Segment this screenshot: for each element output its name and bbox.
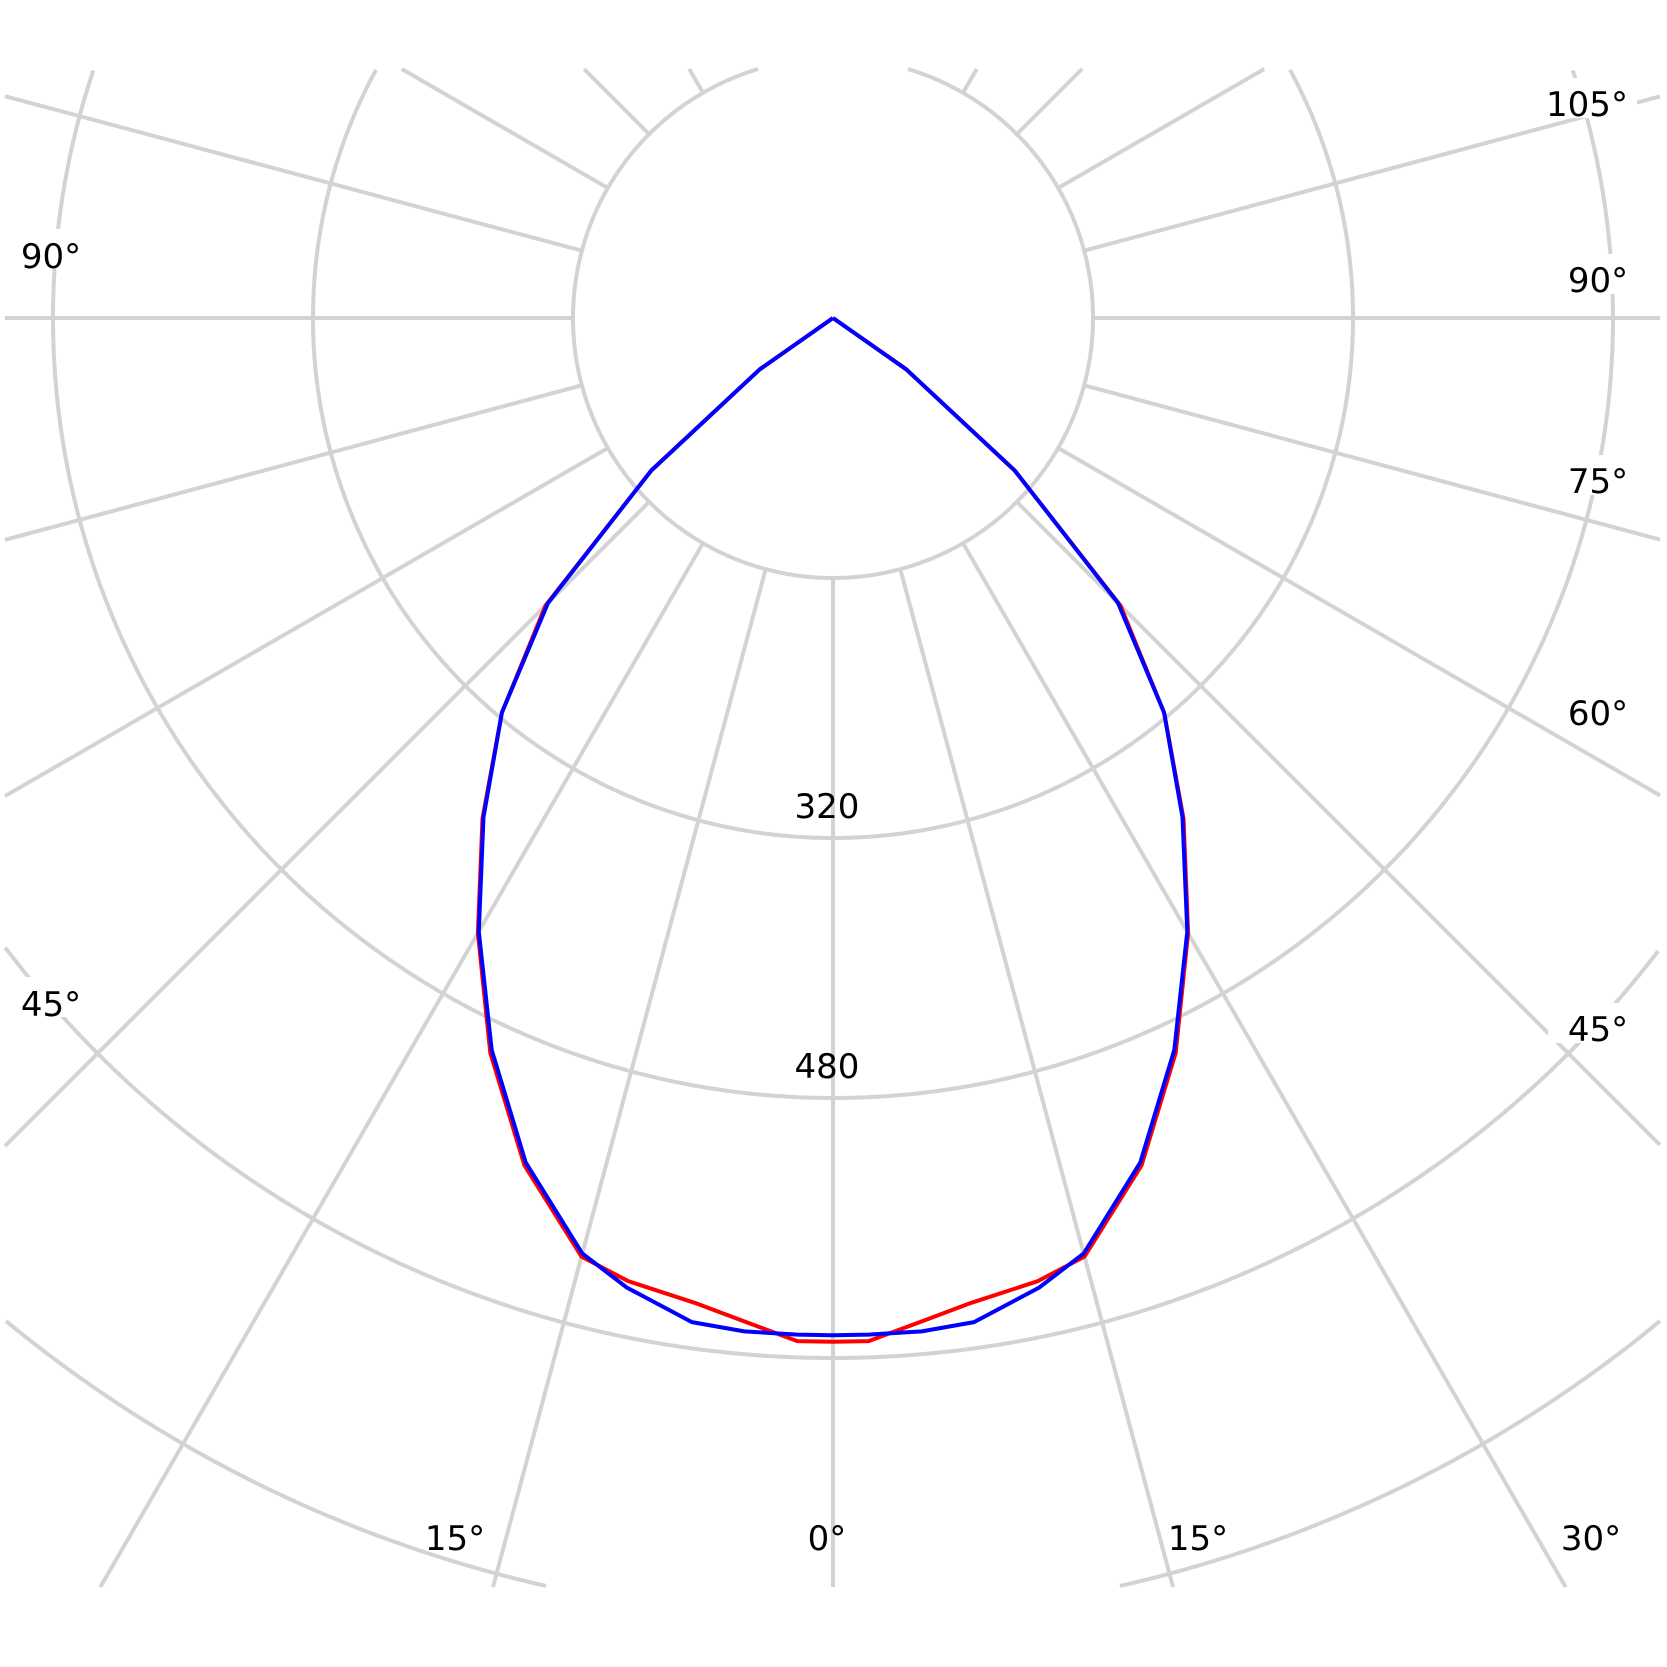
ring-gridline	[4, 1319, 547, 1588]
angle-label-left-45: 45°	[21, 985, 81, 1025]
ring-gridline	[311, 68, 1355, 840]
radial-gridline	[582, 67, 651, 136]
radial-gridline	[3, 446, 609, 798]
radial-gridline	[1057, 67, 1266, 190]
radial-gridline	[98, 542, 705, 1589]
angle-label-bottom-0: 0°	[808, 1519, 847, 1559]
ring-label-320: 320	[795, 787, 860, 827]
axis-labels: 320 480 90° 45° 105° 90° 75° 60° 45° 30°…	[21, 85, 1628, 1559]
ring-label-480: 480	[795, 1047, 860, 1087]
ring-gridline	[3, 946, 1660, 1360]
radial-gridline	[1057, 446, 1662, 798]
radial-gridline	[1083, 94, 1661, 253]
radial-gridline	[491, 568, 768, 1588]
radial-gridline	[4, 94, 583, 253]
radial-gridline	[961, 68, 979, 94]
angle-label-right-30: 30°	[1561, 1519, 1621, 1559]
radial-gridline	[687, 68, 705, 94]
radial-gridline	[898, 568, 1175, 1588]
radial-gridline	[961, 542, 1568, 1588]
angle-label-bottom-15-right: 15°	[1168, 1519, 1228, 1559]
label-background	[1548, 1003, 1648, 1043]
ring-gridline	[571, 67, 1095, 580]
label-background	[1, 229, 101, 269]
angle-label-right-45: 45°	[1568, 1010, 1628, 1050]
intensity-curves	[475, 316, 1191, 1344]
label-background	[1, 977, 101, 1017]
angle-label-left-90: 90°	[21, 237, 81, 277]
label-background	[1548, 687, 1648, 727]
radial-gridline	[3, 500, 651, 1148]
ring-gridline	[51, 69, 1615, 1100]
intensity-series-2	[476, 316, 1190, 1338]
radial-gridline	[4, 383, 583, 542]
label-background	[1537, 78, 1637, 118]
ring-gridline	[1119, 1319, 1662, 1588]
label-background	[1548, 254, 1648, 294]
radial-gridline	[1083, 383, 1661, 542]
radial-gridline	[1015, 67, 1084, 136]
polar-grid	[1, 67, 1662, 1589]
angle-label-right-60: 60°	[1568, 694, 1628, 734]
ring-gridline	[907, 67, 1095, 318]
ring-gridline	[1288, 68, 1355, 318]
radial-gridline	[400, 67, 609, 190]
angle-label-right-90: 90°	[1568, 261, 1628, 301]
angle-label-right-105: 105°	[1546, 85, 1628, 125]
angle-label-right-75: 75°	[1568, 462, 1628, 502]
angle-label-bottom-15-left: 15°	[425, 1519, 485, 1559]
label-background	[1548, 455, 1648, 495]
